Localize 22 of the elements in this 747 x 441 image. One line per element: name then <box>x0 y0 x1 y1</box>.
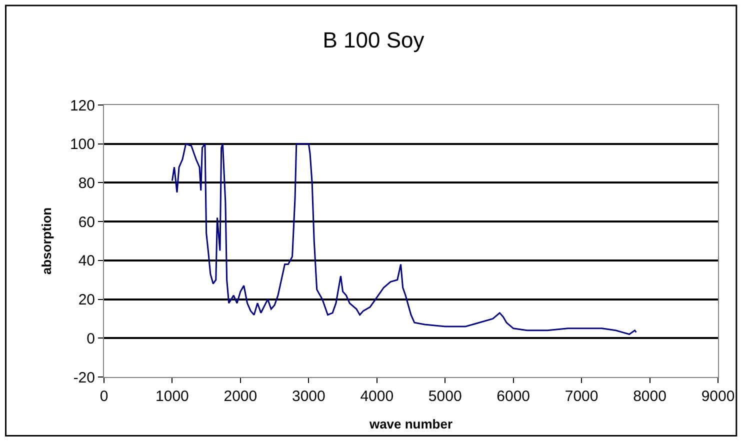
x-tick-label: 0 <box>100 388 108 405</box>
chart-title: B 100 Soy <box>322 27 424 52</box>
x-axis-title: wave number <box>368 416 453 432</box>
x-tick-label: 5000 <box>428 388 462 405</box>
x-tick-label: 3000 <box>292 388 326 405</box>
y-tick-label: 60 <box>78 214 95 231</box>
y-tick-label: -20 <box>73 369 95 386</box>
x-tick-label: 1000 <box>156 388 189 405</box>
y-tick-label: 20 <box>78 292 95 309</box>
y-axis-title: absorption <box>38 207 54 275</box>
x-tick-label: 8000 <box>633 388 666 405</box>
x-tick-label: 2000 <box>224 388 258 405</box>
y-tick-label: 120 <box>70 97 95 114</box>
y-tick-label: 100 <box>70 136 95 154</box>
x-tick-label: 7000 <box>564 388 598 405</box>
y-tick-label: 80 <box>78 174 95 192</box>
y-tick-label: 0 <box>86 330 95 348</box>
x-tick-label: 9000 <box>701 388 735 405</box>
x-tick-label: 6000 <box>496 388 530 405</box>
y-tick-label: 40 <box>78 252 95 270</box>
line-series <box>171 143 637 336</box>
x-tick-label: 4000 <box>360 388 394 405</box>
